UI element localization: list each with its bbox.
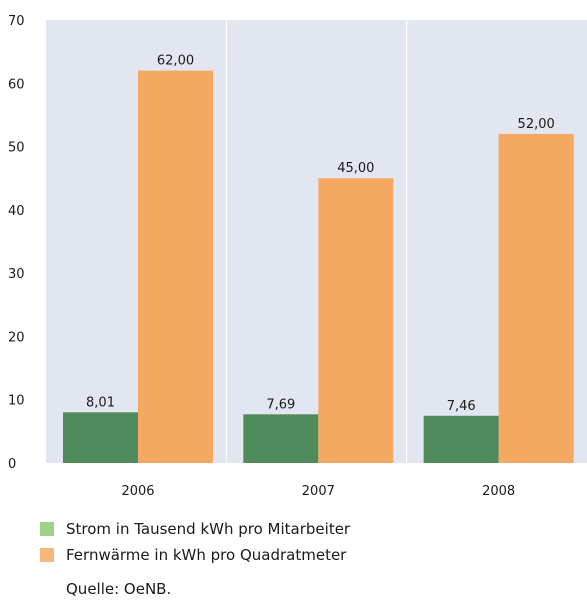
bar-chart: 0 10 20 30 40 50 60 70 8,01 62,00 7,69 45,00 7,46 52…	[8, 14, 587, 499]
y-tick-label: 30	[8, 267, 25, 282]
y-tick-label: 0	[8, 457, 16, 472]
data-label: 45,00	[337, 161, 374, 176]
x-tick-label: 2006	[121, 484, 154, 499]
data-label: 62,00	[157, 54, 194, 69]
y-axis: 0 10 20 30 40 50 60 70	[8, 14, 25, 472]
bar	[498, 133, 574, 463]
data-label: 7,69	[266, 397, 295, 412]
bar	[318, 178, 394, 463]
bar	[138, 70, 213, 463]
legend-swatch-fernwaerme	[40, 548, 54, 562]
source-note: Quelle: OeNB.	[66, 580, 172, 598]
y-tick-label: 70	[8, 14, 25, 29]
legend-label-fernwaerme: Fernwärme in kWh pro Quadratmeter	[66, 546, 347, 564]
data-label: 7,46	[447, 399, 476, 414]
y-tick-label: 40	[8, 204, 25, 219]
legend-item-strom: Strom in Tausend kWh pro Mitarbeiter	[40, 516, 350, 542]
x-tick-label: 2008	[482, 484, 515, 499]
y-tick-label: 20	[8, 330, 25, 345]
legend: Strom in Tausend kWh pro Mitarbeiter Fer…	[40, 516, 350, 568]
x-axis: 2006 2007 2008	[121, 484, 515, 499]
plot-background	[46, 20, 587, 463]
legend-item-fernwaerme: Fernwärme in kWh pro Quadratmeter	[40, 542, 350, 568]
y-tick-label: 50	[8, 141, 25, 156]
bar	[423, 415, 499, 463]
y-tick-label: 60	[8, 77, 25, 92]
vertical-gridlines	[225, 20, 408, 463]
bar	[63, 412, 138, 463]
x-tick-label: 2007	[302, 484, 335, 499]
bar	[243, 414, 319, 463]
data-label: 8,01	[86, 395, 115, 410]
y-tick-label: 10	[8, 394, 25, 409]
legend-label-strom: Strom in Tausend kWh pro Mitarbeiter	[66, 520, 351, 538]
data-label: 52,00	[518, 117, 555, 132]
bars	[63, 70, 574, 463]
data-labels: 8,01 62,00 7,69 45,00 7,46 52,00	[86, 54, 555, 414]
legend-swatch-strom	[40, 522, 54, 536]
